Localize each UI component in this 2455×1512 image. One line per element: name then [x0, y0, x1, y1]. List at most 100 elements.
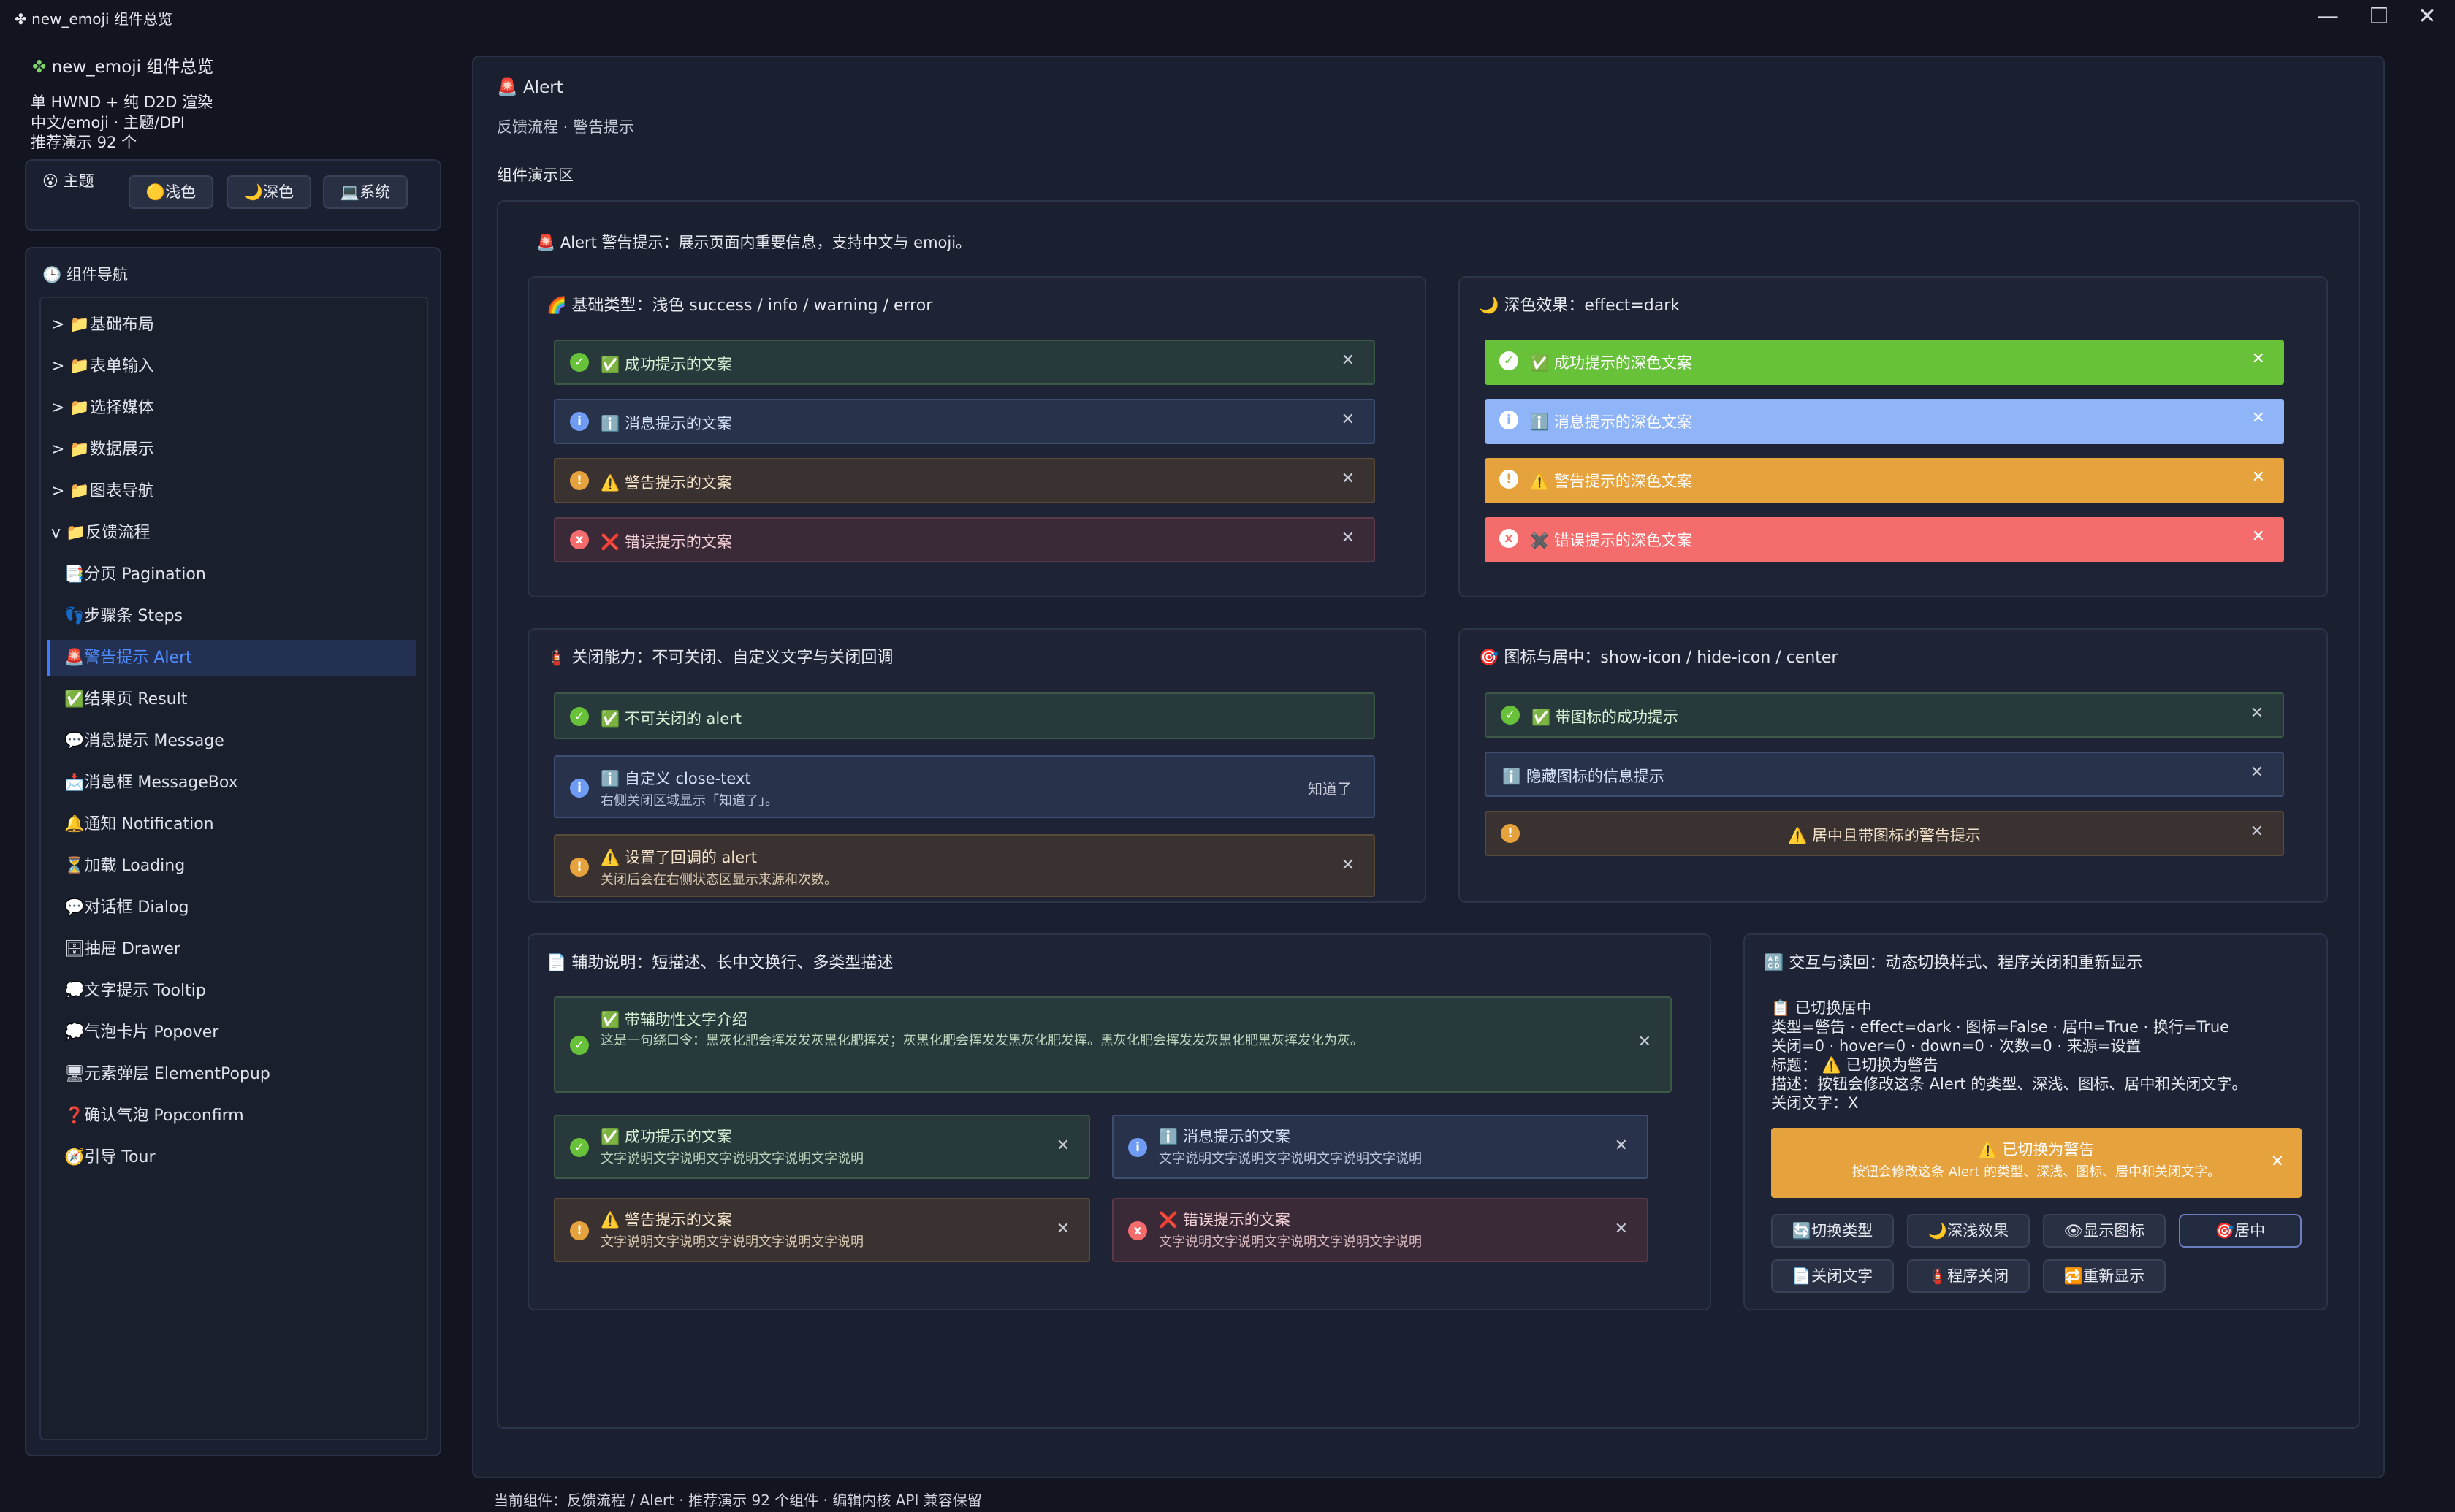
alert-desc: 文字说明文字说明文字说明文字说明文字说明 — [601, 1151, 864, 1167]
alert-desc-warning: ! ⚠️ 警告提示的文案 文字说明文字说明文字说明文字说明文字说明 ✕ — [554, 1198, 1090, 1262]
close-icon[interactable]: ✕ — [1341, 856, 1355, 874]
close-text-button[interactable]: 知道了 — [1308, 780, 1352, 798]
warning-icon: ! — [570, 471, 589, 490]
nav-tree — [39, 297, 428, 1440]
page-subtitle: 反馈流程 · 警告提示 — [497, 118, 635, 136]
nav-item-pagination[interactable]: 📑分页 Pagination — [64, 565, 206, 584]
close-icon[interactable]: ✕ — [1614, 1137, 1628, 1155]
status-line-1: 📋 已切换居中 — [1771, 999, 1872, 1017]
alert-not-closable: ✓ ✅ 不可关闭的 alert — [554, 692, 1375, 739]
success-icon: ✓ — [570, 1138, 589, 1157]
alert-text: ℹ️ 消息提示的文案 — [1159, 1128, 1290, 1145]
nav-item-result[interactable]: ✅结果页 Result — [64, 690, 188, 709]
nav-item-drawer[interactable]: 🗄抽屉 Drawer — [64, 940, 180, 958]
error-icon: x — [1128, 1221, 1147, 1240]
alert-desc: 文字说明文字说明文字说明文字说明文字说明 — [1159, 1234, 1422, 1250]
error-icon: x — [570, 530, 589, 549]
nav-item-alert[interactable]: 🚨警告提示 Alert — [64, 649, 192, 667]
nav-item-elementpopup[interactable]: 🖥元素弹层 ElementPopup — [64, 1065, 270, 1083]
program-close-button[interactable]: 🧯程序关闭 — [1907, 1259, 2030, 1293]
nav-item-messagebox[interactable]: 📩消息框 MessageBox — [64, 774, 238, 792]
close-icon[interactable]: ✕ — [2250, 763, 2264, 782]
alert-text: ⚠️ 警告提示的深色文案 — [1530, 473, 1692, 490]
toggle-icon-button[interactable]: 👁显示图标 — [2043, 1214, 2166, 1248]
nav-group-feedback[interactable]: v 📁反馈流程 — [51, 524, 151, 542]
clock-icon: 🕒 — [42, 266, 62, 283]
close-icon[interactable]: ✕ — [2251, 527, 2265, 546]
success-icon: ✓ — [570, 707, 589, 726]
warning-icon: ! — [570, 1221, 589, 1240]
info-line-1: 单 HWND + 纯 D2D 渲染 — [31, 93, 213, 111]
nav-item-tour[interactable]: 🧭引导 Tour — [64, 1148, 156, 1167]
nav-group-data-display[interactable]: > 📁数据展示 — [51, 440, 154, 459]
close-icon[interactable]: ✕ — [1056, 1137, 1070, 1155]
close-icon[interactable]: ✕ — [2250, 822, 2264, 841]
toggle-center-button[interactable]: 🎯居中 — [2179, 1214, 2302, 1248]
alert-desc: 文字说明文字说明文字说明文字说明文字说明 — [1159, 1151, 1422, 1167]
alert-dark-info: i ℹ️ 消息提示的深色文案 ✕ — [1485, 399, 2284, 444]
info-icon: i — [1499, 411, 1518, 429]
theme-label-text: 主题 — [63, 172, 94, 190]
close-icon[interactable]: ✕ — [1341, 351, 1355, 370]
nav-item-message[interactable]: 💬消息提示 Message — [64, 732, 224, 750]
nav-label-text: 组件导航 — [66, 266, 128, 283]
close-icon[interactable]: ✕ — [1341, 411, 1355, 429]
close-icon[interactable]: ✕ — [2251, 468, 2265, 486]
toggle-effect-button[interactable]: 🌙深浅效果 — [1907, 1214, 2030, 1248]
alert-custom-close-text: i ℹ️ 自定义 close-text 右侧关闭区域显示「知道了」。 知道了 — [554, 755, 1375, 818]
nav-group-form-input[interactable]: > 📁表单输入 — [51, 357, 154, 375]
close-icon[interactable]: ✕ — [2251, 409, 2265, 427]
status-line-3: 关闭=0 · hover=0 · down=0 · 次数=0 · 来源=设置 — [1771, 1037, 2142, 1055]
close-icon[interactable]: ✕ — [2250, 704, 2264, 722]
close-icon[interactable]: ✕ — [1341, 470, 1355, 488]
toggle-type-button[interactable]: 🔄切换类型 — [1771, 1214, 1894, 1248]
alert-text: ⚠️ 警告提示的文案 — [601, 474, 732, 492]
close-text-toggle-button[interactable]: 📄关闭文字 — [1771, 1259, 1894, 1293]
status-bar: 当前组件：反馈流程 / Alert · 推荐演示 92 个组件 · 编辑内核 A… — [494, 1492, 982, 1509]
sidebar-app-title: ✤ new_emoji 组件总览 — [32, 53, 213, 77]
close-icon[interactable]: ✕ — [1637, 1033, 1651, 1051]
nav-item-steps[interactable]: 👣步骤条 Steps — [64, 607, 183, 625]
maximize-button[interactable]: ☐ — [2369, 4, 2389, 29]
desc-section-title: 📄 辅助说明：短描述、长中文换行、多类型描述 — [547, 954, 894, 972]
close-icon[interactable]: ✕ — [2270, 1153, 2284, 1171]
info-icon: i — [1128, 1138, 1147, 1157]
nav-item-notification[interactable]: 🔔通知 Notification — [64, 815, 214, 833]
theme-light-button[interactable]: 🟡浅色 — [129, 175, 213, 209]
basic-section-title: 🌈 基础类型：浅色 success / info / warning / err… — [547, 297, 933, 315]
success-icon: ✓ — [570, 353, 589, 372]
alert-text: ⚠️ 设置了回调的 alert — [601, 849, 757, 866]
nav-item-popover[interactable]: 💭气泡卡片 Popover — [64, 1023, 219, 1042]
theme-panel: 😮 主题 🟡浅色 🌙深色 💻系统 — [25, 159, 441, 231]
info-line-2: 中文/emoji · 主题/DPI — [31, 114, 186, 131]
nav-group-basic-layout[interactable]: > 📁基础布局 — [51, 316, 154, 334]
close-icon[interactable]: ✕ — [2251, 350, 2265, 368]
nav-group-select-media[interactable]: > 📁选择媒体 — [51, 399, 154, 417]
theme-system-button[interactable]: 💻系统 — [323, 175, 408, 209]
minimize-button[interactable]: — — [2317, 4, 2339, 29]
reshow-button[interactable]: 🔁重新显示 — [2043, 1259, 2166, 1293]
alert-text: ⚠️ 警告提示的文案 — [601, 1211, 732, 1229]
theme-dark-button[interactable]: 🌙深色 — [227, 175, 311, 209]
nav-group-chart-nav[interactable]: > 📁图表导航 — [51, 482, 154, 500]
close-icon[interactable]: ✕ — [1341, 529, 1355, 547]
alert-text: ✅ 不可关闭的 alert — [601, 710, 742, 728]
warning-icon: ! — [1501, 824, 1520, 843]
nav-label: 🕒 组件导航 — [42, 263, 128, 285]
window-title: ✤ new_emoji 组件总览 — [15, 7, 172, 28]
info-icon: i — [570, 779, 589, 798]
nav-item-loading[interactable]: ⏳加载 Loading — [64, 857, 186, 875]
alert-text: ❌ 错误提示的文案 — [1159, 1211, 1290, 1229]
close-icon[interactable]: ✕ — [1056, 1220, 1070, 1238]
demo-intro: 🚨 Alert 警告提示：展示页面内重要信息，支持中文与 emoji。 — [536, 234, 972, 251]
alert-desc-error: x ❌ 错误提示的文案 文字说明文字说明文字说明文字说明文字说明 ✕ — [1112, 1198, 1648, 1262]
alert-desc: 这是一句绕口令：黑灰化肥会挥发发灰黑化肥挥发；灰黑化肥会挥发发黑灰化肥发挥。黑灰… — [601, 1033, 1363, 1048]
success-icon: ✓ — [1499, 351, 1518, 370]
status-line-6: 关闭文字：X — [1771, 1094, 1859, 1112]
nav-item-tooltip[interactable]: 💭文字提示 Tooltip — [64, 982, 206, 1000]
close-window-button[interactable]: ✕ — [2418, 4, 2437, 29]
close-icon[interactable]: ✕ — [1614, 1220, 1628, 1238]
nav-item-popconfirm[interactable]: ❓确认气泡 Popconfirm — [64, 1107, 244, 1125]
success-icon: ✓ — [570, 1036, 589, 1055]
nav-item-dialog[interactable]: 💬对话框 Dialog — [64, 898, 189, 917]
